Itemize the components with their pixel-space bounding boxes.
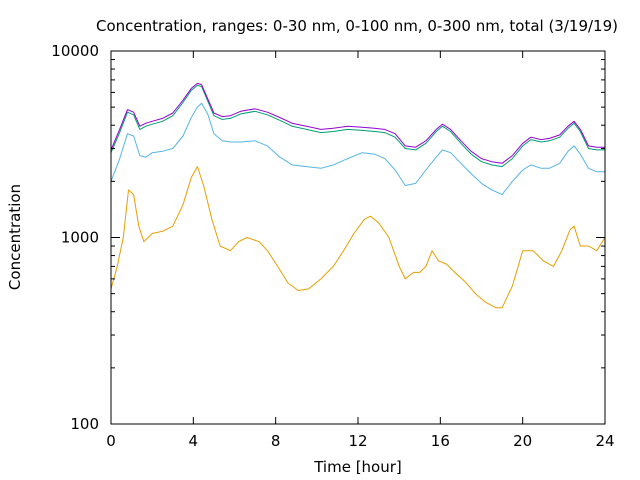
y-tick-label: 10000 xyxy=(51,42,99,60)
axis-layer: 0 4 8 12 16 20 24 100 1000 10000 xyxy=(51,42,614,450)
y-tick-label: 1000 xyxy=(61,229,99,247)
x-axis-label: Time [hour] xyxy=(313,458,402,476)
y-tick-label: 100 xyxy=(70,415,99,433)
series-line-2 xyxy=(110,102,605,195)
x-tick-label: 4 xyxy=(189,432,199,450)
plot-frame xyxy=(110,50,606,425)
series-line-4 xyxy=(110,82,605,164)
x-tick-label: 24 xyxy=(595,432,614,450)
series-line-1 xyxy=(110,166,606,309)
x-tick-label: 20 xyxy=(513,432,532,450)
x-tick-label: 0 xyxy=(106,432,116,450)
chart-title: Concentration, ranges: 0-30 nm, 0-100 nm… xyxy=(96,17,618,35)
x-tick-label: 12 xyxy=(348,432,367,450)
x-tick-label: 8 xyxy=(271,432,281,450)
y-axis-label: Concentration xyxy=(6,184,24,290)
x-tick-label: 16 xyxy=(431,432,450,450)
series-line-3 xyxy=(110,84,605,168)
series-layer xyxy=(110,82,606,309)
